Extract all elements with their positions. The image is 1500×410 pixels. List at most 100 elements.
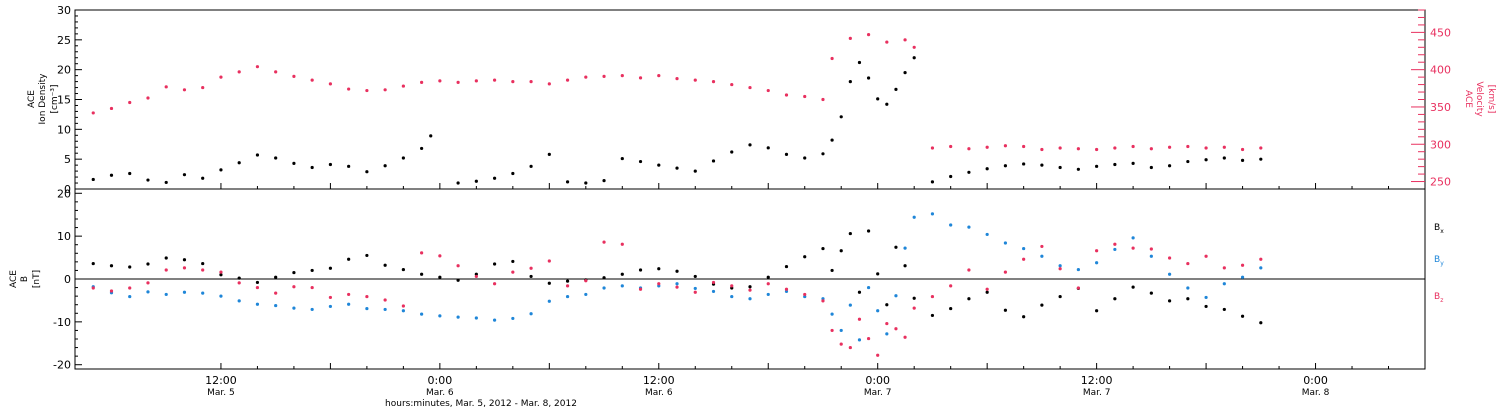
field-tick-label: -10 xyxy=(53,316,71,329)
data-point xyxy=(420,146,424,151)
velocity-axis-label-line1: ACE xyxy=(1463,90,1473,108)
data-point xyxy=(547,281,551,285)
data-point xyxy=(1167,145,1172,149)
data-point xyxy=(1186,297,1190,301)
data-point xyxy=(1058,264,1062,268)
data-point xyxy=(1040,244,1044,249)
data-point xyxy=(128,294,132,299)
data-point xyxy=(1240,275,1245,279)
data-point xyxy=(91,286,95,290)
data-point xyxy=(1149,254,1153,258)
data-point xyxy=(1222,282,1226,286)
data-point xyxy=(1131,144,1135,149)
data-point xyxy=(1186,261,1190,266)
data-point xyxy=(866,285,871,290)
data-point xyxy=(830,138,834,142)
data-point xyxy=(383,88,387,92)
data-point xyxy=(748,85,752,90)
data-point xyxy=(730,284,734,288)
data-point xyxy=(821,246,825,251)
bottom-panel-magnetic-field: -20 -10 0 10 20 ACE B [nT] Bx By Bz xyxy=(9,187,1444,371)
data-point xyxy=(492,176,497,180)
data-point xyxy=(1113,162,1117,167)
data-point xyxy=(1131,236,1135,240)
data-point xyxy=(109,264,114,268)
data-point xyxy=(383,164,387,168)
data-point xyxy=(310,268,314,273)
data-point xyxy=(511,316,515,321)
data-point xyxy=(219,270,223,274)
data-point xyxy=(930,294,935,299)
legend-bz: Bz xyxy=(1434,292,1443,304)
data-point xyxy=(784,152,789,156)
density-tick-label: 10 xyxy=(57,123,71,136)
data-point xyxy=(1076,147,1080,151)
data-point xyxy=(237,299,241,303)
data-point xyxy=(876,353,880,357)
data-point xyxy=(565,180,570,184)
data-point xyxy=(876,272,880,276)
data-point xyxy=(1113,242,1117,246)
velocity-axis-label-line3: [km/s] xyxy=(1486,85,1496,114)
data-point xyxy=(219,75,223,79)
data-point xyxy=(748,143,752,147)
data-point xyxy=(547,299,551,303)
data-point xyxy=(638,159,643,164)
data-point xyxy=(584,75,588,79)
data-point xyxy=(894,294,898,298)
data-point xyxy=(912,45,916,49)
field-axis-label-line1: ACE xyxy=(9,270,19,288)
data-point xyxy=(146,262,150,266)
data-point xyxy=(529,274,533,279)
data-point xyxy=(1040,163,1044,167)
data-point xyxy=(985,232,989,237)
data-point xyxy=(237,276,241,280)
data-point xyxy=(985,167,989,171)
data-point xyxy=(821,299,825,303)
data-point xyxy=(438,254,442,258)
data-point xyxy=(274,275,278,279)
data-point xyxy=(182,266,187,270)
data-point xyxy=(365,253,369,258)
data-point xyxy=(1259,146,1263,150)
data-point xyxy=(438,79,442,83)
data-point xyxy=(547,152,551,156)
data-point xyxy=(848,36,852,40)
data-point xyxy=(456,278,460,282)
data-point xyxy=(310,307,314,312)
data-point xyxy=(128,286,132,290)
data-point xyxy=(456,181,460,185)
data-point xyxy=(885,102,889,106)
data-point xyxy=(401,267,405,272)
legend-bz-base: B xyxy=(1434,292,1440,302)
data-point xyxy=(1040,254,1044,258)
density-axis-label-line2: Ion Density xyxy=(38,73,48,125)
data-point xyxy=(401,156,405,160)
data-point xyxy=(383,307,387,312)
data-point xyxy=(675,285,679,289)
data-point xyxy=(657,267,661,271)
date-tick-label: Mar. 8 xyxy=(1302,388,1330,398)
data-point xyxy=(1240,314,1245,318)
data-point xyxy=(675,269,679,273)
data-point xyxy=(1259,321,1263,325)
data-point xyxy=(866,336,871,341)
data-point xyxy=(711,159,716,163)
data-point xyxy=(310,165,314,170)
data-point xyxy=(1003,308,1008,312)
data-point xyxy=(693,78,697,82)
data-point xyxy=(784,93,789,97)
time-tick-label: 0:00 xyxy=(865,374,890,387)
data-point xyxy=(803,292,807,297)
data-point xyxy=(657,74,661,78)
data-point xyxy=(693,290,697,294)
density-tick-label: 25 xyxy=(57,34,71,47)
data-point xyxy=(1204,146,1208,150)
data-point xyxy=(529,312,533,316)
data-point xyxy=(602,179,606,183)
series-ion-density xyxy=(91,56,1263,185)
data-point xyxy=(1022,315,1026,319)
data-point xyxy=(365,306,369,311)
data-point xyxy=(383,263,387,267)
